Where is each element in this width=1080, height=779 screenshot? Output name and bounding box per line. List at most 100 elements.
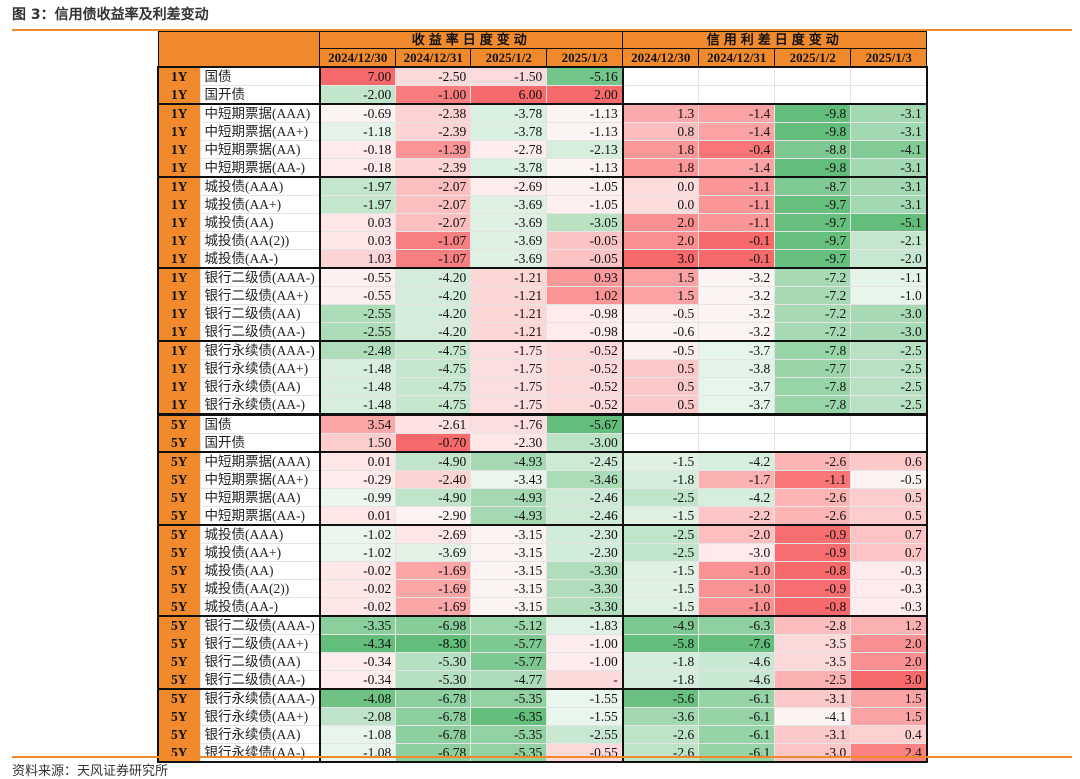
table-row: 5Y 城投债(AAA) -1.02 -2.69 -3.15 -2.30 -2.5 -2.0 -0… (157, 524, 928, 544)
spread-change-cell: -0.5 (622, 304, 700, 323)
yield-change-cell: -2.69 (470, 176, 548, 196)
yield-change-cell: -1.21 (470, 322, 548, 342)
spread-change-cell: -3.1 (774, 725, 852, 744)
yield-change-cell: -5.67 (546, 413, 624, 434)
yield-change-cell: -1.83 (546, 615, 624, 635)
yield-change-cell: -0.02 (319, 579, 397, 598)
spread-change-cell: -3.0 (850, 304, 928, 323)
spread-change-cell: -1.8 (622, 470, 700, 489)
yield-change-cell: -3.35 (319, 615, 397, 635)
yield-change-cell: -1.05 (546, 176, 624, 196)
spread-change-cell: -8.8 (774, 140, 852, 159)
yield-change-cell: -3.69 (470, 195, 548, 214)
spread-change-cell: -2.6 (774, 506, 852, 526)
term-cell: 5Y (157, 433, 200, 452)
spread-change-cell (774, 66, 852, 86)
spread-change-cell: -2.8 (774, 615, 852, 635)
term-cell: 5Y (157, 524, 200, 544)
yield-change-cell: -3.15 (470, 543, 548, 562)
spread-change-cell: -6.1 (698, 688, 776, 708)
yield-change-cell: -5.35 (470, 725, 548, 744)
table-row: 1Y 银行永续债(AAA-) -2.48 -4.75 -1.75 -0.52 -0.5 -3.… (157, 340, 928, 360)
yield-change-cell: -2.08 (319, 707, 397, 726)
yield-change-cell: -1.18 (319, 122, 397, 141)
spread-change-cell: -0.4 (698, 140, 776, 159)
yield-change-cell: -3.15 (470, 597, 548, 617)
spread-change-cell: -2.5 (774, 670, 852, 690)
yield-change-cell: -1.48 (319, 395, 397, 415)
yield-group-header: 收益率日度变动 (319, 31, 624, 49)
yield-change-cell: -5.12 (470, 615, 548, 635)
spread-date-header: 2024/12/31 (698, 48, 776, 68)
yield-change-cell: 7.00 (319, 66, 397, 86)
table-row: 1Y 城投债(AA-) 1.03 -1.07 -3.69 -0.05 3.0 -0.1 -9.7… (157, 249, 928, 269)
yield-change-cell: -4.20 (395, 267, 472, 287)
yield-change-cell: -0.98 (546, 304, 624, 323)
table-row: 1Y 中短期票据(AA) -0.18 -1.39 -2.78 -2.13 1.8 -0.4 -8… (157, 140, 928, 159)
bond-name-cell: 城投债(AAA) (199, 524, 321, 544)
yield-change-cell: -1.07 (395, 231, 472, 250)
yield-change-cell: -6.78 (395, 725, 472, 744)
spread-change-cell (622, 85, 700, 105)
yield-change-cell: -5.30 (395, 652, 472, 671)
table-row: 1Y 国开债 -2.00 -1.00 6.00 2.00 (157, 85, 928, 105)
table-row: 1Y 银行永续债(AA) -1.48 -4.75 -1.75 -0.52 0.5 -3.7 -7… (157, 377, 928, 396)
table-row: 1Y 银行二级债(AA+) -0.55 -4.20 -1.21 1.02 1.5 -3.2 -7… (157, 286, 928, 305)
yield-change-cell: -4.20 (395, 322, 472, 342)
yield-change-cell: -2.55 (319, 304, 397, 323)
yield-change-cell: -0.52 (546, 377, 624, 396)
yield-change-cell: -4.75 (395, 359, 472, 378)
yield-change-cell: -1.08 (319, 725, 397, 744)
yield-change-cell: -2.00 (319, 85, 397, 105)
spread-change-cell: -1.8 (622, 652, 700, 671)
spread-change-cell: 0.5 (622, 377, 700, 396)
yield-change-cell: -0.18 (319, 140, 397, 159)
yield-change-cell: -1.50 (470, 66, 548, 86)
yield-change-cell: -1.75 (470, 340, 548, 360)
spread-change-cell: 1.5 (850, 688, 928, 708)
spread-change-cell: -1.1 (698, 176, 776, 196)
yield-change-cell: -2.39 (395, 158, 472, 178)
term-cell: 5Y (157, 579, 200, 598)
yield-change-cell: -5.35 (470, 743, 548, 763)
spread-change-cell: -7.2 (774, 322, 852, 342)
yield-change-cell: -1.00 (546, 634, 624, 653)
spread-change-cell: -7.2 (774, 267, 852, 287)
yield-change-cell: -4.90 (395, 488, 472, 507)
term-cell: 5Y (157, 561, 200, 580)
bond-name-cell: 银行二级债(AA) (199, 304, 321, 323)
yield-change-cell: -2.39 (395, 122, 472, 141)
yield-change-cell: -2.30 (546, 524, 624, 544)
yield-change-cell: -5.16 (546, 66, 624, 86)
term-cell: 5Y (157, 725, 200, 744)
term-cell: 1Y (157, 267, 200, 287)
term-cell: 5Y (157, 506, 200, 525)
term-cell: 1Y (157, 322, 200, 341)
spread-change-cell: -4.1 (850, 140, 928, 159)
yield-change-cell: -0.05 (546, 231, 624, 250)
header-corner (157, 31, 321, 68)
yield-change-cell: -4.75 (395, 377, 472, 396)
spread-change-cell: 1.5 (850, 707, 928, 726)
yield-change-cell: -6.78 (395, 707, 472, 726)
spread-change-cell: -1.5 (622, 451, 700, 471)
spread-change-cell: -2.5 (622, 543, 700, 562)
bottom-divider (12, 756, 1072, 758)
term-cell: 1Y (157, 122, 200, 141)
yield-change-cell: -1.08 (319, 743, 397, 763)
spread-change-cell: -2.5 (622, 524, 700, 544)
bond-name-cell: 中短期票据(AA-) (199, 158, 321, 178)
yield-change-cell: -1.13 (546, 103, 624, 123)
bond-name-cell: 国开债 (199, 85, 321, 105)
spread-change-cell (622, 433, 700, 453)
bond-name-cell: 国债 (199, 66, 321, 86)
term-cell: 5Y (157, 470, 200, 489)
bond-name-cell: 银行永续债(AA) (199, 725, 321, 744)
table-row: 1Y 银行永续债(AA-) -1.48 -4.75 -1.75 -0.52 0.5 -3.7-… (157, 395, 928, 415)
bond-name-cell: 银行二级债(AA-) (199, 322, 321, 342)
spread-change-cell (622, 413, 700, 434)
bond-name-cell: 城投债(AAA) (199, 176, 321, 196)
yield-change-cell: -1.75 (470, 359, 548, 378)
bond-name-cell: 城投债(AA+) (199, 543, 321, 562)
yield-change-cell: -1.05 (546, 195, 624, 214)
